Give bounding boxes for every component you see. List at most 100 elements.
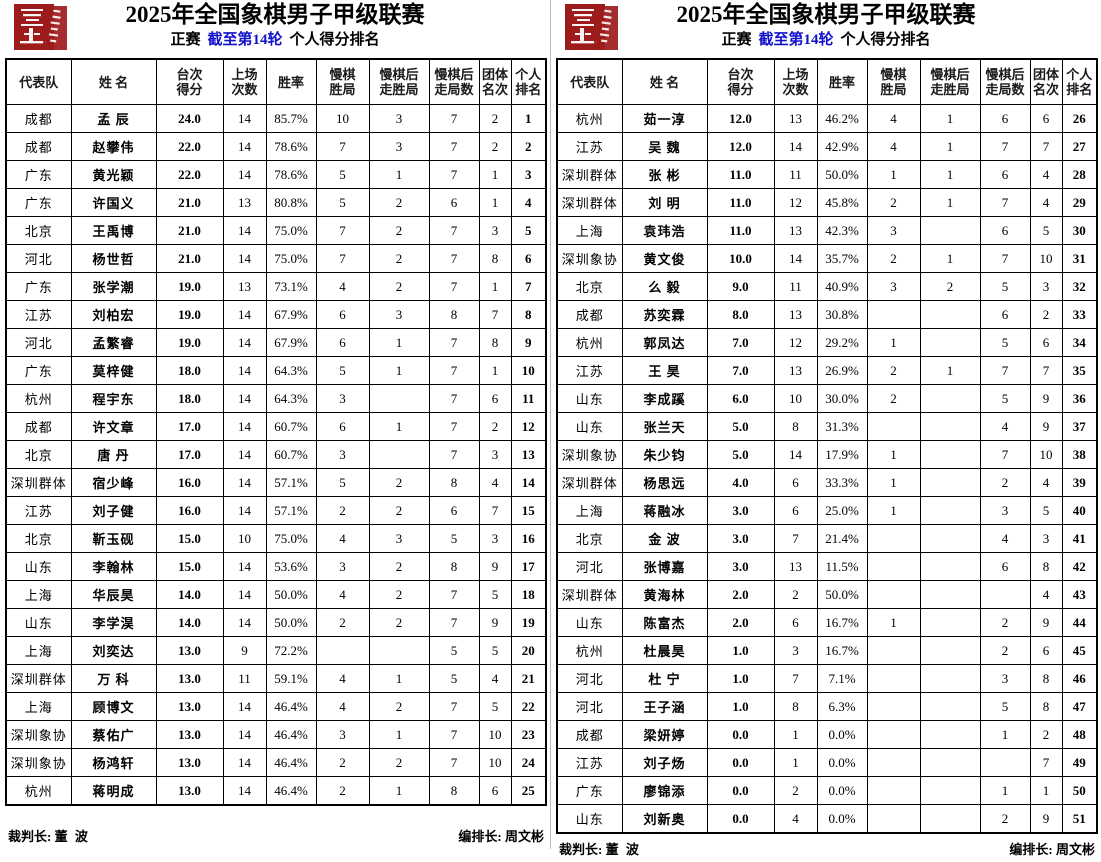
cell-team-rank: 6 — [478, 384, 512, 413]
cell-score: 13.0 — [155, 664, 224, 693]
cell-player-name: 宿少峰 — [70, 468, 157, 497]
cell-slow-second-games: 7 — [428, 720, 480, 749]
cell-slow-wins — [866, 552, 921, 581]
cell-win-rate: 35.7% — [816, 244, 868, 273]
cell-player-name: 许国义 — [70, 188, 157, 217]
cell-slow-wins: 1 — [866, 440, 921, 469]
cell-slow-second-wins: 2 — [368, 216, 430, 245]
cell-win-rate: 6.3% — [816, 692, 868, 721]
tournament-seal-logo — [14, 4, 67, 50]
cell-team-rank: 8 — [478, 244, 512, 273]
cell-personal-rank: 34 — [1061, 328, 1098, 357]
col-header-slow-wins: 慢棋 胜局 — [315, 58, 370, 105]
cell-slow-wins — [866, 412, 921, 441]
cell-score: 18.0 — [155, 356, 224, 385]
cell-player-name: 王子涵 — [621, 692, 708, 721]
cell-score: 21.0 — [155, 188, 224, 217]
table-row: 河北 孟繁睿 19.0 14 67.9% 6 1 7 8 9 — [5, 328, 547, 357]
cell-plays: 11 — [773, 160, 818, 189]
cell-slow-second-wins: 2 — [368, 496, 430, 525]
cell-team: 河北 — [556, 552, 623, 581]
right-table-body: 杭州 茹一淳 12.0 13 46.2% 4 1 6 6 26 江苏吴 魏 12.0 14 42.9% 4 1… — [556, 104, 1098, 834]
cell-personal-rank: 8 — [510, 300, 547, 329]
cell-slow-second-games: 5 — [979, 328, 1031, 357]
cell-team: 深圳象协 — [556, 244, 623, 273]
cell-personal-rank: 3 — [510, 160, 547, 189]
cell-slow-wins: 3 — [866, 216, 921, 245]
cell-slow-wins: 2 — [866, 384, 921, 413]
cell-player-name: 王 昊 — [621, 356, 708, 385]
table-row: 上海 刘奕达 13.0 9 72.2% 5 5 20 — [5, 636, 547, 665]
cell-team-rank: 10 — [1029, 440, 1063, 469]
col-header-slow-second-wins: 慢棋后 走胜局 — [368, 58, 430, 105]
cell-slow-second-games: 2 — [979, 636, 1031, 665]
cell-personal-rank: 35 — [1061, 356, 1098, 385]
table-row: 山东 张兰天 5.0 8 31.3% 4 9 37 — [556, 412, 1098, 441]
cell-win-rate: 72.2% — [265, 636, 317, 665]
cell-personal-rank: 38 — [1061, 440, 1098, 469]
cell-score: 3.0 — [706, 524, 775, 553]
cell-team-rank: 6 — [478, 776, 512, 806]
chief-arranger-name: 周文彬 — [1055, 841, 1095, 857]
col-header-winrate: 胜率 — [816, 58, 868, 105]
cell-win-rate: 45.8% — [816, 188, 868, 217]
left-header: 2025年全国象棋男子甲级联赛 正赛 截至第14轮 个人得分排名 — [0, 0, 550, 58]
table-row: 江苏 刘子健 16.0 14 57.1% 2 2 6 7 15 — [5, 496, 547, 525]
cell-slow-wins — [866, 664, 921, 693]
cell-slow-second-wins: 1 — [919, 356, 981, 385]
col-header-winrate: 胜率 — [265, 58, 317, 105]
left-table-wrap: 代表队 姓 名 台次 得分 上场 次数 胜率 慢棋 胜局 慢棋后 走胜局 慢棋后 走局数 … — [0, 58, 550, 821]
cell-team-rank: 3 — [478, 440, 512, 469]
cell-team: 山东 — [556, 608, 623, 637]
cell-plays: 14 — [773, 440, 818, 469]
cell-slow-wins: 7 — [315, 216, 370, 245]
cell-plays: 7 — [773, 524, 818, 553]
cell-slow-second-games: 7 — [428, 160, 480, 189]
cell-team: 上海 — [556, 216, 623, 245]
cell-team-rank: 6 — [1029, 104, 1063, 133]
table-row: 杭州 蒋明成 13.0 14 46.4% 2 1 8 6 25 — [5, 776, 547, 806]
cell-win-rate: 60.7% — [265, 412, 317, 441]
cell-plays: 9 — [222, 636, 267, 665]
cell-win-rate: 64.3% — [265, 356, 317, 385]
left-title-block: 2025年全国象棋男子甲级联赛 正赛 截至第14轮 个人得分排名 — [0, 0, 550, 51]
chief-referee-label: 裁判长: — [8, 828, 52, 844]
cell-score: 0.0 — [706, 720, 775, 749]
cell-team-rank: 9 — [1029, 804, 1063, 834]
cell-team: 杭州 — [5, 776, 72, 806]
cell-player-name: 孟 辰 — [70, 104, 157, 133]
cell-team-rank: 3 — [478, 524, 512, 553]
table-row: 成都 梁妍婷 0.0 1 0.0% 1 2 48 — [556, 720, 1098, 749]
right-table-wrap: 代表队 姓 名 台次 得分 上场 次数 胜率 慢棋 胜局 慢棋后 走胜局 慢棋后 走局数 … — [551, 58, 1101, 834]
cell-slow-wins — [866, 636, 921, 665]
cell-team: 江苏 — [556, 748, 623, 777]
cell-score: 1.0 — [706, 692, 775, 721]
cell-win-rate: 53.6% — [265, 552, 317, 581]
cell-slow-wins: 1 — [866, 608, 921, 637]
cell-score: 14.0 — [155, 608, 224, 637]
cell-slow-second-wins — [919, 720, 981, 749]
cell-win-rate: 75.0% — [265, 216, 317, 245]
cell-team-rank: 8 — [478, 328, 512, 357]
cell-team-rank: 4 — [1029, 188, 1063, 217]
cell-win-rate: 46.4% — [265, 720, 317, 749]
cell-slow-second-games: 3 — [979, 664, 1031, 693]
cell-slow-second-wins: 2 — [368, 272, 430, 301]
cell-team: 深圳象协 — [556, 440, 623, 469]
cell-slow-wins: 1 — [866, 496, 921, 525]
cell-slow-second-games: 5 — [979, 692, 1031, 721]
cell-slow-wins: 3 — [315, 720, 370, 749]
table-row: 深圳群体 杨思远 4.0 6 33.3% 1 2 4 39 — [556, 468, 1098, 497]
cell-player-name: 张博嘉 — [621, 552, 708, 581]
table-row: 上海 袁玮浩 11.0 13 42.3% 3 6 5 30 — [556, 216, 1098, 245]
cell-slow-second-wins — [919, 692, 981, 721]
cell-slow-second-wins — [919, 496, 981, 525]
cell-team: 深圳象协 — [5, 748, 72, 777]
cell-plays: 14 — [222, 692, 267, 721]
cell-win-rate: 50.0% — [265, 608, 317, 637]
chief-arranger-label: 编排长: — [1009, 841, 1053, 857]
cell-slow-second-games: 6 — [979, 552, 1031, 581]
cell-plays: 14 — [222, 468, 267, 497]
cell-team: 杭州 — [556, 104, 623, 133]
cell-slow-second-games: 7 — [428, 580, 480, 609]
